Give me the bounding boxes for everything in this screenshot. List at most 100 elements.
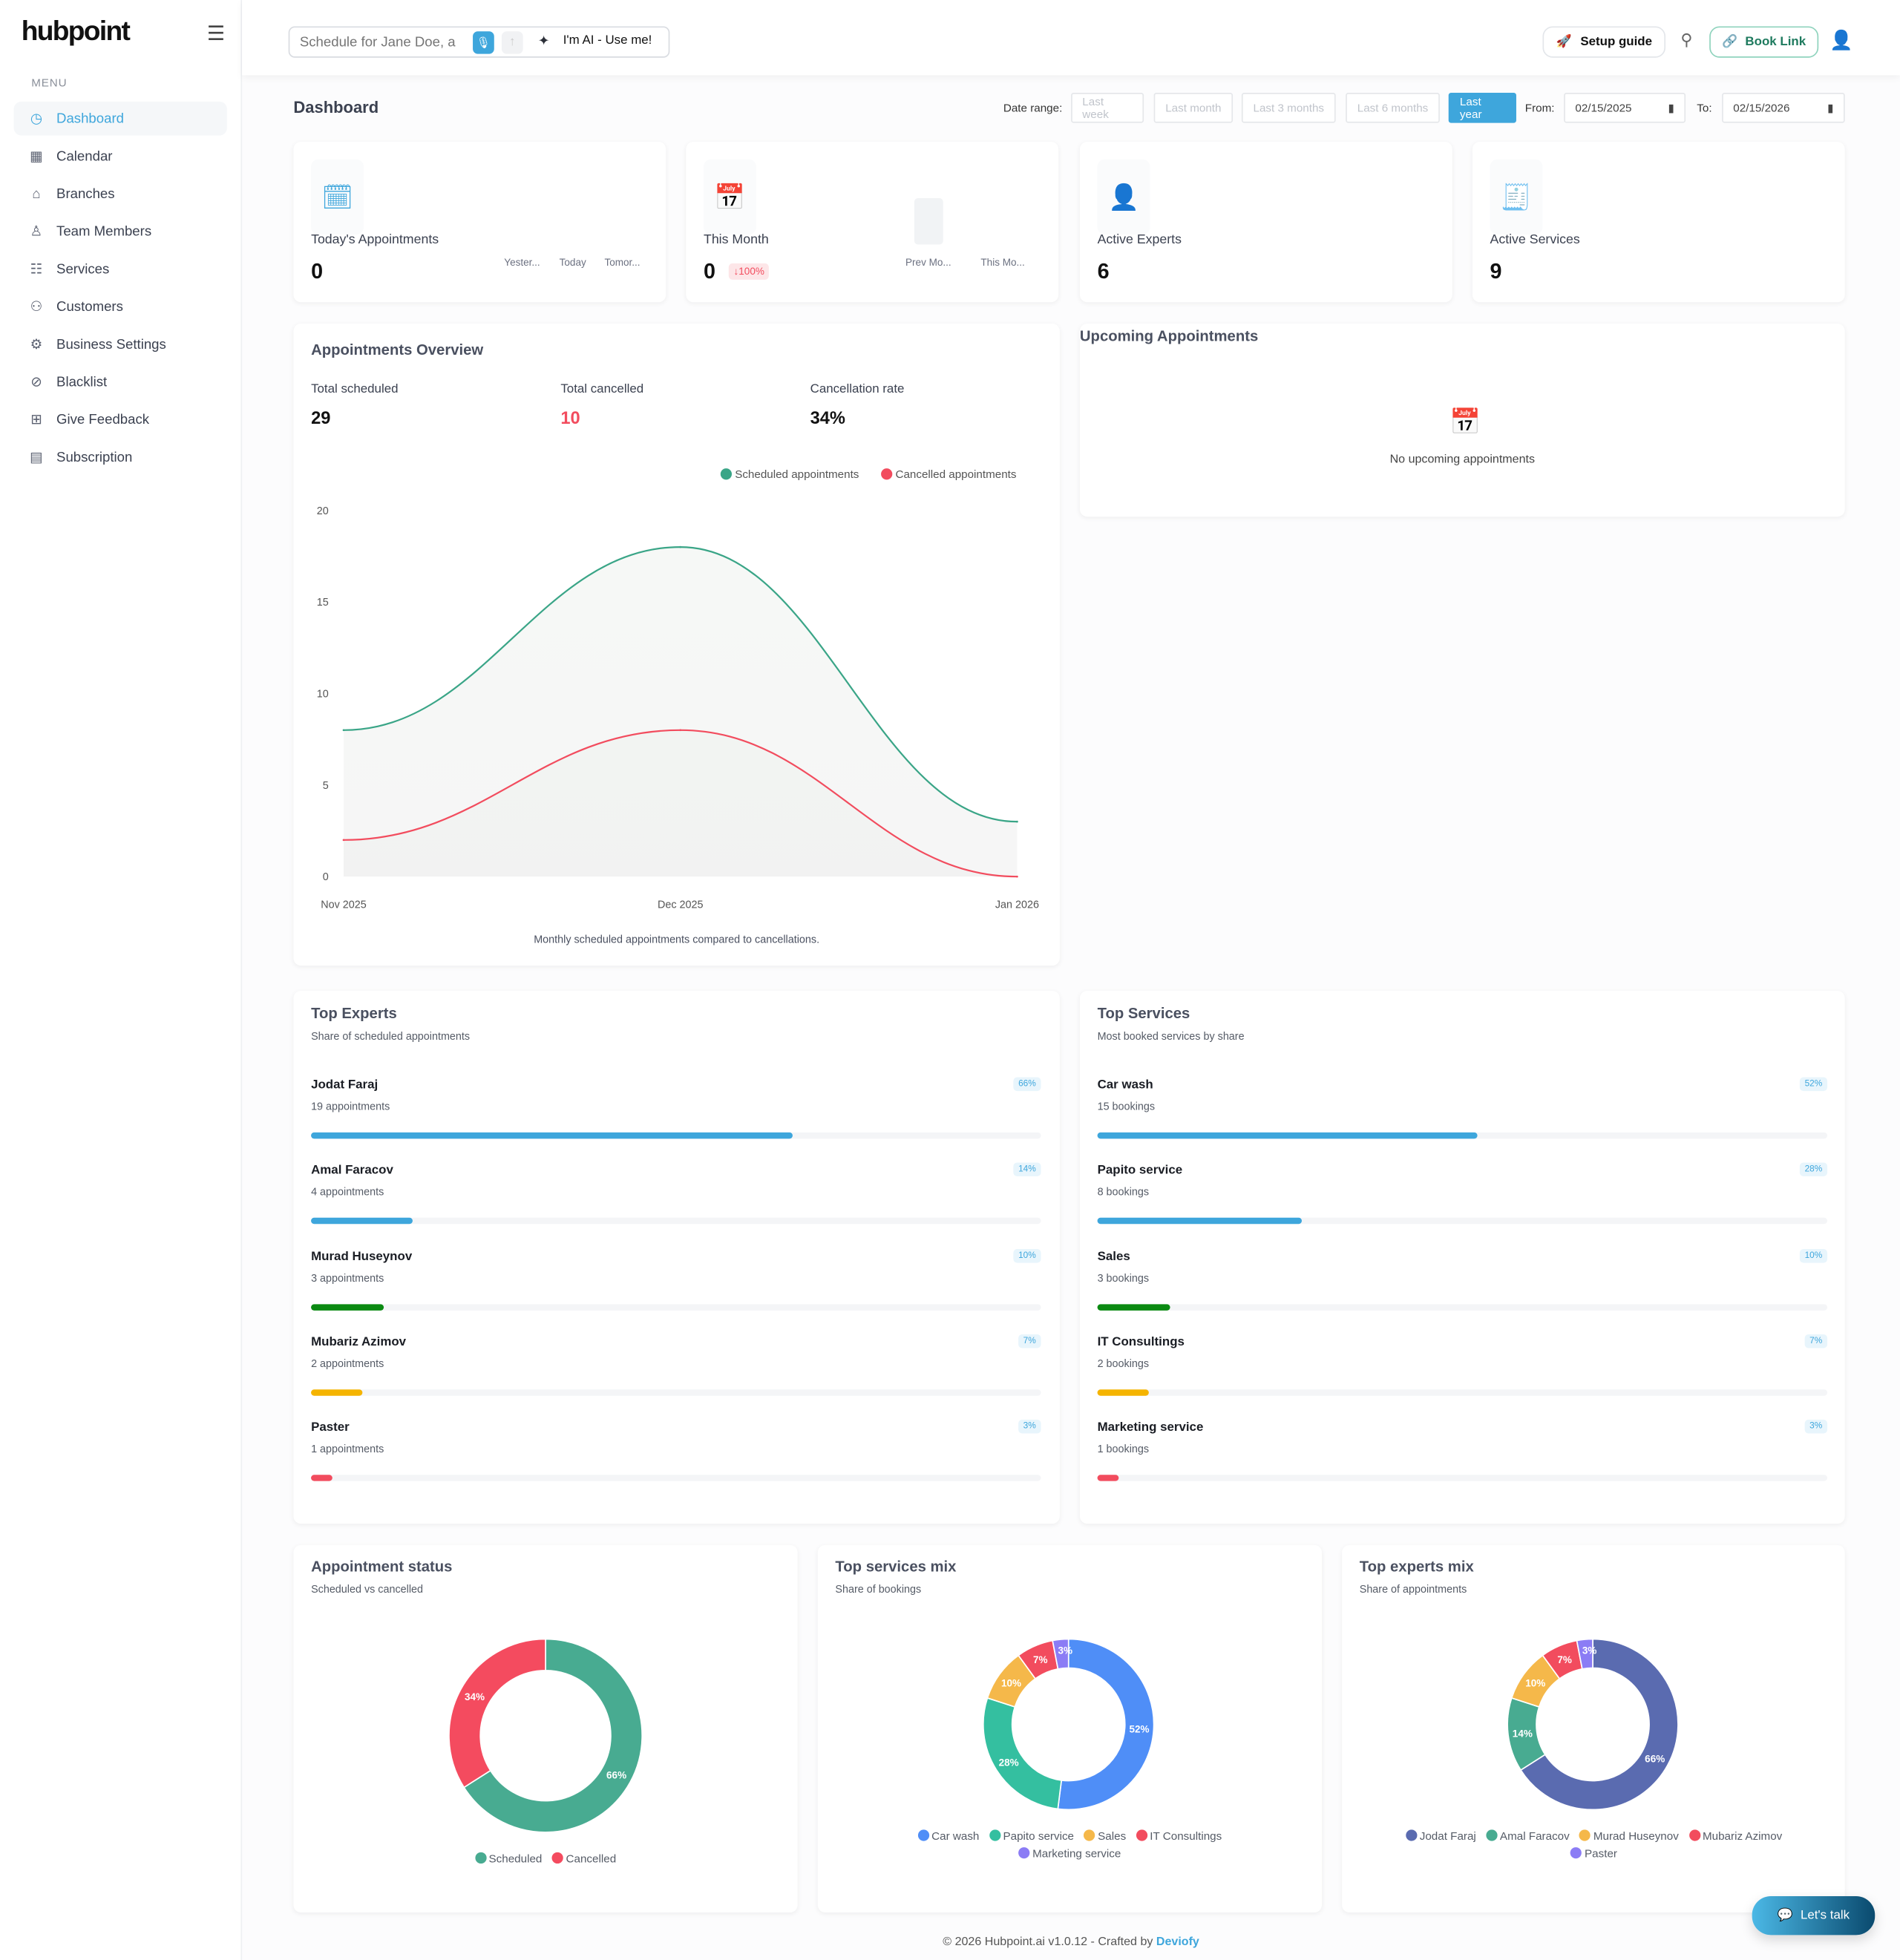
kpi-value: 34% (810, 407, 845, 428)
data-point[interactable] (342, 729, 345, 732)
legend-label: Paster (1585, 1847, 1617, 1860)
sidebar-item-blacklist[interactable]: ⊘ Blacklist (14, 365, 227, 399)
row-count: 4 appointments (311, 1185, 384, 1199)
legend-label: Cancelled (566, 1852, 617, 1865)
from-date-value: 02/15/2025 (1575, 101, 1632, 114)
sidebar-item-subscription[interactable]: ▤ Subscription (14, 440, 227, 474)
legend-label: Marketing service (1032, 1847, 1121, 1860)
progress-track (311, 1218, 1041, 1225)
progress-fill (1097, 1218, 1302, 1225)
sidebar-item-dashboard[interactable]: ◷ Dashboard (13, 101, 227, 136)
row-name: IT Consultings (1097, 1335, 1185, 1350)
microphone-button[interactable]: 🎙 (473, 31, 494, 54)
ai-schedule-input[interactable] (299, 32, 461, 53)
setup-guide-button[interactable]: 🚀 Setup guide (1542, 26, 1666, 58)
data-point[interactable] (679, 729, 682, 732)
stat-value: 0 (703, 259, 715, 283)
lets-talk-button[interactable]: 💬 Let's talk (1752, 1895, 1876, 1936)
calendar-picker-icon[interactable]: ▮ (1668, 101, 1674, 114)
data-point[interactable] (342, 839, 345, 842)
sidebar-item-business-settings[interactable]: ⚙ Business Settings (14, 327, 227, 361)
legend-label: Papito service (1003, 1829, 1075, 1843)
range-last-month[interactable]: Last month (1153, 93, 1234, 123)
donut-slice-paster[interactable] (1576, 1638, 1593, 1670)
stat-card-active-experts: 👤 Active Experts 6 (1079, 141, 1452, 303)
link-icon: 🔗 (1722, 35, 1738, 49)
legend-item[interactable]: IT Consultings (1136, 1829, 1222, 1842)
legend-item[interactable]: Paster (1570, 1847, 1617, 1860)
sidebar-item-team-members[interactable]: ♙ Team Members (14, 214, 227, 249)
sidebar-item-label: Business Settings (56, 336, 166, 352)
mini-chart-label: Prev Mo... (905, 257, 951, 269)
legend-item[interactable]: Cancelled (551, 1852, 617, 1865)
legend-item[interactable]: Amal Faracov (1486, 1829, 1570, 1842)
ai-label[interactable]: I'm AI - Use me! (563, 33, 652, 48)
sidebar-item-label: Branches (56, 186, 115, 202)
legend-item[interactable]: Jodat Faraj (1406, 1829, 1476, 1842)
feedback-icon: ⊞ (30, 412, 42, 428)
settings-icon: ⚙ (30, 337, 43, 353)
search-icon[interactable]: ⚲ (1680, 30, 1693, 49)
legend-dot (1579, 1829, 1591, 1841)
progress-track (1097, 1389, 1828, 1396)
book-link-button[interactable]: 🔗 Book Link (1709, 26, 1819, 58)
legend-label[interactable]: Cancelled appointments (896, 468, 1017, 481)
donut-slice-car-wash[interactable] (1057, 1638, 1155, 1811)
legend-item[interactable]: Car wash (917, 1829, 979, 1842)
sidebar-item-branches[interactable]: ⌂ Branches (14, 177, 227, 211)
data-point[interactable] (1016, 875, 1018, 878)
slice-label: 3% (1058, 1645, 1073, 1656)
ranking-row: Sales 3 bookings 10% (1097, 1248, 1828, 1319)
row-name: Car wash (1097, 1078, 1153, 1092)
donut-slice-jodat-faraj[interactable] (1519, 1638, 1679, 1811)
donut-card-top-services-mix: Top services mix Share of bookings 52% 28% 1… (817, 1544, 1323, 1913)
donut-slice-scheduled[interactable] (463, 1638, 643, 1833)
legend-dot (1018, 1847, 1030, 1859)
legend-label: Sales (1098, 1829, 1127, 1843)
row-name: Murad Huseynov (311, 1250, 413, 1264)
deviofy-link[interactable]: Deviofy (1156, 1935, 1199, 1949)
legend-item[interactable]: Sales (1084, 1829, 1127, 1843)
legend-item[interactable]: Murad Huseynov (1579, 1829, 1679, 1842)
sidebar-item-label: Give Feedback (56, 412, 150, 427)
legend-item[interactable]: Papito service (989, 1829, 1074, 1842)
donut-slice-papito-service[interactable] (982, 1697, 1063, 1810)
row-count: 19 appointments (311, 1099, 390, 1112)
calendar-picker-icon[interactable]: ▮ (1827, 101, 1834, 114)
legend-dot (989, 1829, 1001, 1841)
sidebar-item-give-feedback[interactable]: ⊞ Give Feedback (14, 402, 227, 436)
data-point[interactable] (1016, 820, 1018, 823)
range-last-year[interactable]: Last year (1448, 93, 1516, 123)
sidebar-item-calendar[interactable]: ▦ Calendar (14, 140, 227, 174)
ranking-row: Papito service 8 bookings 28% (1097, 1162, 1828, 1233)
legend-item[interactable]: Mubariz Azimov (1688, 1829, 1782, 1842)
ranking-row: Murad Huseynov 3 appointments 10% (311, 1248, 1041, 1319)
send-arrow-button[interactable]: ↑ (501, 31, 523, 54)
donut-slice-marketing-service[interactable] (1052, 1638, 1069, 1670)
range-last-6-months[interactable]: Last 6 months (1346, 93, 1440, 123)
donut-slice-cancelled[interactable] (448, 1638, 546, 1789)
sidebar-item-services[interactable]: ☷ Services (14, 252, 227, 286)
logo[interactable]: hubpoint (21, 15, 131, 47)
legend-item[interactable]: Marketing service (1018, 1847, 1121, 1860)
chat-icon: 💬 (1777, 1908, 1793, 1923)
slice-label: 52% (1129, 1724, 1149, 1735)
range-last-week[interactable]: Last week (1071, 93, 1144, 123)
donut-legend: Scheduled Cancelled (344, 1852, 747, 1865)
top-experts-card: Top Experts Share of scheduled appointmen… (293, 990, 1060, 1524)
customers-icon: ⚇ (30, 299, 43, 315)
progress-track (1097, 1303, 1828, 1311)
row-count: 1 appointments (311, 1442, 384, 1455)
data-point[interactable] (679, 545, 682, 548)
user-profile-icon[interactable]: 👤 (1829, 30, 1853, 52)
legend-dot (474, 1852, 487, 1864)
legend-item[interactable]: Scheduled (474, 1852, 542, 1865)
stat-value: 0 (311, 259, 324, 283)
sidebar-item-customers[interactable]: ⚇ Customers (14, 289, 227, 324)
range-last-3-months[interactable]: Last 3 months (1241, 93, 1336, 123)
receipt-list-icon: 🧾 (1490, 159, 1543, 235)
legend-label[interactable]: Scheduled appointments (735, 468, 859, 481)
to-date-input[interactable]: 02/15/2026 ▮ (1722, 93, 1845, 123)
hamburger-menu-icon[interactable]: ☰ (206, 24, 226, 45)
from-date-input[interactable]: 02/15/2025 ▮ (1564, 93, 1686, 123)
